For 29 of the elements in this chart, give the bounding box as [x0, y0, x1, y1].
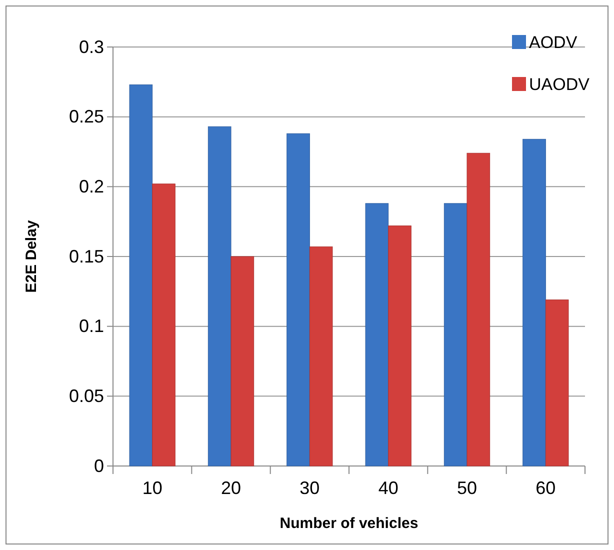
y-tick-label: 0.25 — [68, 106, 104, 127]
y-tick-label: 0.05 — [68, 386, 104, 406]
x-tick-label: 50 — [456, 478, 478, 498]
bar — [152, 184, 176, 466]
y-axis-title: E2E Delay — [23, 220, 40, 293]
legend-label: UAODV — [529, 75, 590, 94]
bar — [230, 256, 254, 466]
x-tick-label: 10 — [142, 478, 162, 498]
x-tick-label: 30 — [300, 478, 320, 498]
bar — [129, 84, 153, 466]
x-axis-title: Number of vehicles — [280, 515, 418, 532]
bar — [388, 226, 412, 466]
y-tick-label: 0.1 — [78, 316, 104, 336]
bar — [286, 133, 310, 466]
legend-label: AODV — [529, 33, 578, 52]
y-tick-label: 0 — [94, 456, 104, 476]
bar — [466, 152, 490, 466]
bar — [365, 203, 389, 466]
x-tick-label: 40 — [378, 478, 398, 498]
y-tick-label: 0.2 — [78, 176, 104, 196]
y-tick-label: 0.3 — [78, 36, 104, 57]
x-tick-label: 60 — [536, 478, 556, 498]
x-tick-label: 20 — [220, 478, 242, 498]
y-tick-label: 0.15 — [68, 246, 104, 266]
bar — [208, 126, 232, 466]
bar — [522, 138, 546, 466]
bar — [444, 203, 468, 466]
bar — [309, 246, 333, 466]
bar — [545, 300, 569, 466]
